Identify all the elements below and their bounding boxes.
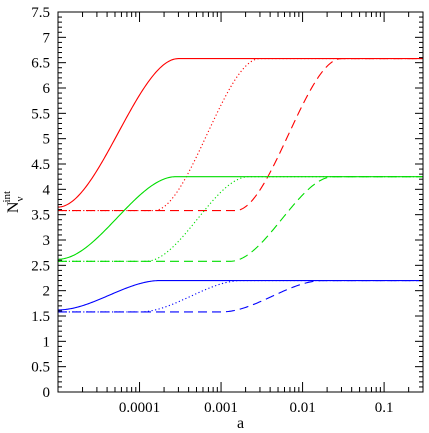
x-tick-label: 0.01 — [289, 400, 315, 416]
y-tick-label: 2.5 — [31, 258, 50, 274]
series-line-8 — [58, 279, 423, 313]
x-tick-label: 0.1 — [375, 400, 394, 416]
y-tick-label: 5 — [43, 132, 51, 148]
y-tick-label: 3.5 — [31, 208, 50, 224]
x-axis-label: a — [237, 415, 244, 432]
series-line-6 — [57, 279, 423, 311]
y-axis-label-base: N — [5, 201, 22, 213]
series-line-0 — [57, 58, 423, 208]
series-line-3 — [57, 176, 423, 260]
axis-ticks — [57, 11, 423, 393]
y-tick-label: 7 — [43, 30, 51, 46]
tick-labels: 0 0.5 1 1.5 2 2.5 3 3.5 4 4.5 5 5.5 6 6.5 7 7.5 0.0001 0.… — [31, 5, 393, 416]
series-line-5 — [58, 176, 423, 262]
series-lines — [57, 58, 423, 313]
y-tick-label: 3 — [43, 233, 51, 249]
y-tick-label: 4.5 — [31, 157, 50, 173]
plot-frame — [57, 11, 424, 393]
y-tick-label: 5.5 — [31, 106, 50, 122]
y-tick-label: 1.5 — [31, 309, 50, 325]
y-tick-label: 7.5 — [31, 5, 50, 21]
series-line-7 — [58, 279, 423, 313]
series-line-2 — [58, 58, 423, 212]
y-tick-label: 6.5 — [31, 56, 50, 72]
series-line-4 — [58, 176, 423, 262]
y-axis-label-sup: int — [1, 191, 13, 203]
y-tick-label: 0.5 — [31, 360, 50, 376]
series-line-1 — [58, 58, 423, 212]
y-tick-label: 2 — [43, 284, 51, 300]
x-tick-label: 0.0001 — [119, 400, 160, 416]
x-tick-label: 0.001 — [204, 400, 238, 416]
y-axis-label: Nνint — [1, 191, 26, 213]
y-tick-label: 6 — [43, 81, 51, 97]
y-tick-label: 4 — [43, 182, 51, 198]
y-tick-label: 0 — [43, 385, 51, 401]
y-tick-label: 1 — [43, 334, 51, 350]
y-axis-label-sub: ν — [14, 197, 26, 202]
